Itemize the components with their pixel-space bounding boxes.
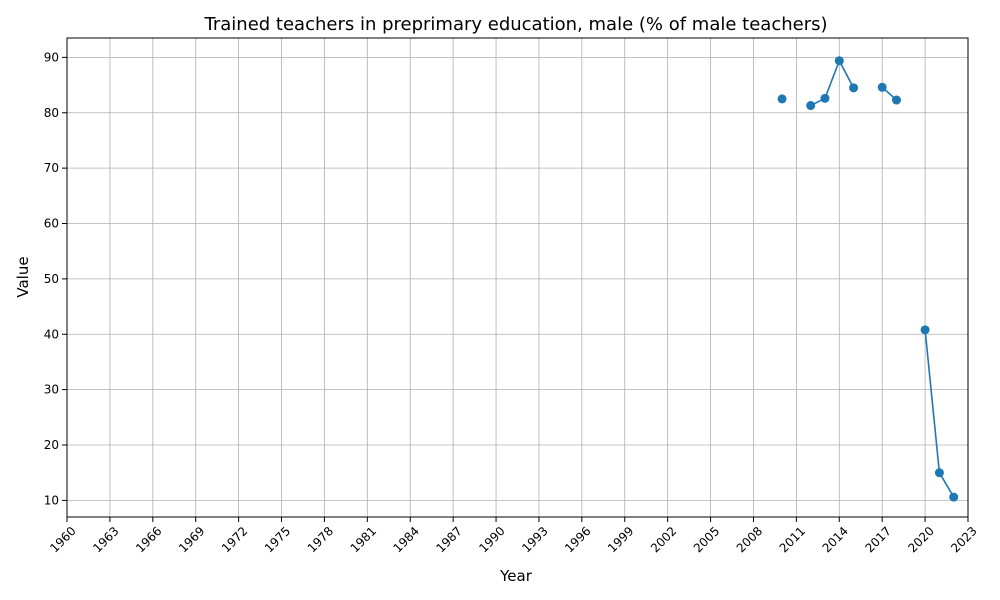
data-point: [834, 56, 844, 66]
series-line: [810, 58, 855, 107]
y-tick-label: 60: [44, 217, 59, 231]
data-point: [777, 94, 787, 104]
y-tick-label: 70: [44, 161, 59, 175]
data-point: [949, 492, 959, 502]
series-0: [777, 56, 959, 502]
data-point: [820, 93, 830, 103]
y-tick-label: 80: [44, 106, 59, 120]
data-point: [920, 325, 930, 335]
data-point: [849, 83, 859, 93]
data-point: [934, 468, 944, 478]
y-tick-label: 50: [44, 272, 59, 286]
data-point: [891, 95, 901, 105]
y-tick-label: 10: [44, 493, 59, 507]
y-axis-label: Value: [14, 256, 32, 297]
x-axis-label: Year: [499, 567, 533, 585]
chart-title: Trained teachers in preprimary education…: [204, 14, 828, 35]
plot-frame: [66, 37, 969, 518]
y-tick-label: 20: [44, 438, 59, 452]
data-point: [806, 101, 816, 111]
y-tick-label: 30: [44, 383, 59, 397]
y-axis: 10 20 30 40 50 60 70 80 90: [44, 50, 67, 507]
y-tick-label: 40: [44, 327, 59, 341]
series-layer: [777, 56, 959, 502]
y-tick-label: 90: [44, 50, 59, 64]
data-point: [877, 82, 887, 92]
